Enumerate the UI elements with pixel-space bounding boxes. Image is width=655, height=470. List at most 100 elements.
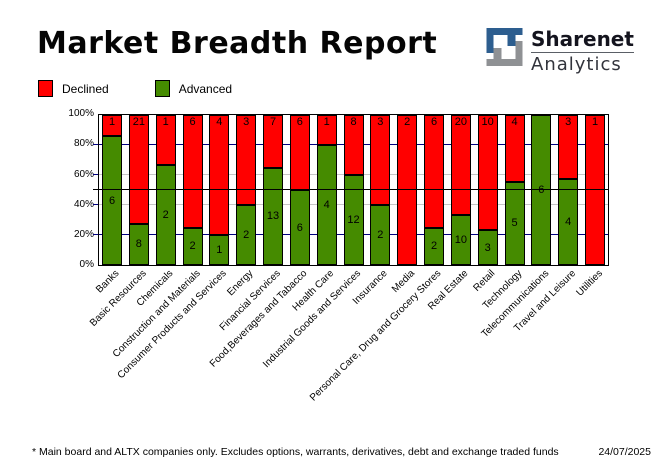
bar-segment-advanced xyxy=(558,179,579,265)
advanced-count: 6 xyxy=(538,184,545,196)
bar-segment-declined xyxy=(128,115,149,224)
bar-media: 2 xyxy=(397,115,418,265)
bar-financial-services: 7 13 xyxy=(263,115,283,265)
bar-segment-declined xyxy=(236,115,257,205)
bar-segment-declined xyxy=(102,115,122,137)
bar-segment-declined xyxy=(585,115,605,265)
declined-count: 21 xyxy=(132,116,145,128)
declined-count: 4 xyxy=(511,116,518,128)
x-label-utilities: Utilities xyxy=(574,268,605,299)
bar-industrial-goods-and-services: 8 12 xyxy=(343,115,364,265)
advanced-count: 10 xyxy=(454,234,467,246)
bar-segment-advanced xyxy=(424,227,444,265)
bar-segment-advanced xyxy=(209,235,230,265)
sharenet-logo-icon xyxy=(486,28,523,66)
bar-segment-advanced xyxy=(370,205,391,265)
advanced-count: 2 xyxy=(430,240,438,253)
sharenet-logo: Sharenet Analytics xyxy=(486,28,634,77)
y-axis-tick xyxy=(93,204,98,205)
advanced-count: 5 xyxy=(511,217,518,230)
bar-segment-declined xyxy=(450,115,471,215)
sharenet-logo-text: Sharenet Analytics xyxy=(531,28,634,77)
advanced-count: 13 xyxy=(266,210,280,223)
bar-segment-advanced xyxy=(128,223,149,265)
bar-segment-declined xyxy=(263,115,283,168)
bar-segment-declined xyxy=(343,115,364,175)
advanced-count: 2 xyxy=(377,229,384,241)
y-axis-tick xyxy=(93,174,98,175)
bar-segment-advanced xyxy=(531,115,552,265)
declined-count: 6 xyxy=(296,116,303,128)
gridline-50 xyxy=(93,189,608,190)
advanced-count: 2 xyxy=(162,209,169,221)
bar-segment-declined xyxy=(424,115,444,228)
declined-count: 20 xyxy=(454,116,467,128)
y-axis-tick xyxy=(93,234,98,235)
declined-swatch xyxy=(38,80,53,97)
bar-segment-advanced xyxy=(343,175,364,265)
bar-segment-advanced xyxy=(477,230,498,265)
declined-count: 1 xyxy=(108,116,116,128)
advanced-swatch xyxy=(154,80,170,97)
bar-segment-advanced xyxy=(289,190,310,265)
declined-count: 3 xyxy=(565,116,572,128)
legend: Declined Advanced xyxy=(38,80,278,97)
bar-segment-declined xyxy=(209,115,230,235)
bar-basic-resources: 21 8 xyxy=(128,115,149,265)
bar-utilities: 1 xyxy=(585,115,605,265)
page-title: Market Breadth Report xyxy=(37,26,438,61)
declined-count: 1 xyxy=(591,116,599,128)
advanced-count: 2 xyxy=(243,229,250,241)
footer: * Main board and ALTX companies only. Ex… xyxy=(32,446,651,458)
bar-segment-advanced xyxy=(236,205,257,265)
bar-telecommunications: 6 xyxy=(531,115,552,265)
bar-segment-advanced xyxy=(182,227,203,265)
advanced-count: 12 xyxy=(347,214,360,226)
declined-legend-label: Declined xyxy=(62,81,109,96)
bar-segment-declined xyxy=(370,115,391,205)
bar-segment-declined xyxy=(182,115,203,228)
y-tick-0: 0% xyxy=(79,259,94,270)
declined-count: 6 xyxy=(189,116,196,128)
y-axis-tick xyxy=(93,144,98,145)
declined-count: 1 xyxy=(323,116,330,128)
advanced-count: 6 xyxy=(296,221,303,234)
y-tick-20: 20% xyxy=(73,229,94,240)
footnote: * Main board and ALTX companies only. Ex… xyxy=(32,446,559,458)
y-tick-80: 80% xyxy=(73,138,94,149)
advanced-count: 8 xyxy=(135,238,142,251)
declined-count: 1 xyxy=(162,116,169,128)
bar-segment-declined xyxy=(316,115,337,145)
logo-line1: Sharenet xyxy=(531,27,634,53)
advanced-count: 3 xyxy=(484,241,491,254)
bar-segment-advanced xyxy=(504,181,525,265)
bar-segment-declined xyxy=(477,115,498,231)
bar-real-estate: 20 10 xyxy=(450,115,471,265)
bar-segment-declined xyxy=(397,115,418,265)
declined-count: 4 xyxy=(216,116,223,128)
declined-count: 6 xyxy=(430,116,438,128)
advanced-count: 4 xyxy=(565,216,572,229)
advanced-count: 6 xyxy=(108,194,116,207)
advanced-count: 2 xyxy=(189,240,196,253)
advanced-count: 4 xyxy=(323,199,330,211)
declined-count: 7 xyxy=(269,116,277,128)
bar-segment-declined xyxy=(155,115,176,165)
bar-segment-declined xyxy=(504,115,525,182)
bar-segment-declined xyxy=(558,115,579,180)
y-tick-60: 60% xyxy=(73,169,94,180)
logo-line2: Analytics xyxy=(531,54,622,75)
y-tick-40: 40% xyxy=(73,199,94,210)
bar-segment-advanced xyxy=(102,136,122,265)
declined-count: 3 xyxy=(243,116,250,128)
advanced-legend-label: Advanced xyxy=(178,81,233,96)
